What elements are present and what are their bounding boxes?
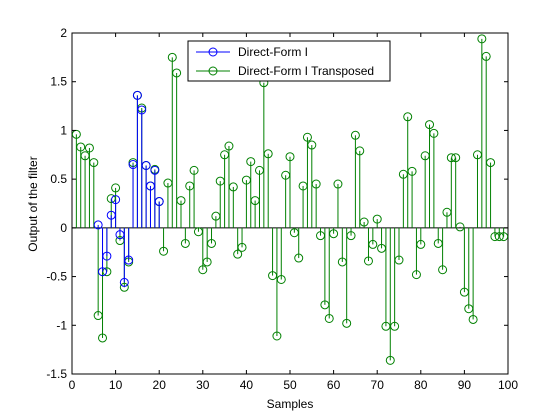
stem-marker xyxy=(119,282,129,292)
y-tick-label: 1.5 xyxy=(50,75,67,89)
stem-marker xyxy=(307,140,317,150)
stem-marker xyxy=(246,157,256,167)
stem-marker xyxy=(407,166,417,176)
stem-marker xyxy=(372,214,382,224)
stem-marker xyxy=(132,90,142,100)
y-tick-label: 1 xyxy=(60,123,67,137)
stem-marker xyxy=(207,238,217,248)
stem-marker xyxy=(76,142,86,152)
stem-marker xyxy=(141,161,151,171)
stem-marker xyxy=(350,130,360,140)
stem-marker xyxy=(394,255,404,265)
stem-marker xyxy=(202,257,212,267)
stem-marker xyxy=(102,251,112,261)
stem-marker xyxy=(285,152,295,162)
stem-marker xyxy=(272,331,282,341)
stem-marker xyxy=(355,146,365,156)
y-tick-label: 2 xyxy=(60,26,67,40)
stem-marker xyxy=(438,265,448,275)
stem-marker xyxy=(324,313,334,323)
stem-marker xyxy=(276,274,286,284)
stem-marker xyxy=(363,256,373,266)
stem-marker xyxy=(176,196,186,206)
x-tick-label: 70 xyxy=(371,378,385,392)
x-tick-label: 80 xyxy=(414,378,428,392)
stem-marker xyxy=(111,183,121,193)
stem-marker xyxy=(89,158,99,168)
stem-marker xyxy=(481,51,491,61)
stem-marker xyxy=(455,222,465,232)
stem-marker xyxy=(237,242,247,252)
axis-ticks: 0 10 20 30 40 50 60 70 80 90 100 -1.5 -1 -0.5 0 0.5 1 1.5… xyxy=(46,26,518,392)
stem-marker xyxy=(119,277,129,287)
y-tick-label: 0 xyxy=(60,221,67,235)
y-tick-label: -0.5 xyxy=(46,270,67,284)
stem-marker xyxy=(333,179,343,189)
x-tick-label: 50 xyxy=(283,378,297,392)
stem-marker xyxy=(385,355,395,365)
legend-entry-label: Direct-Form I Transposed xyxy=(238,64,374,78)
stem-marker xyxy=(263,149,273,159)
x-tick-label: 20 xyxy=(153,378,167,392)
stem-marker xyxy=(499,232,509,242)
x-tick-label: 60 xyxy=(327,378,341,392)
stem-marker xyxy=(311,179,321,189)
stem-marker xyxy=(98,333,108,343)
legend-entry-label: Direct-Form I xyxy=(238,45,308,59)
x-axis-label: Samples xyxy=(267,397,314,411)
stem-marker xyxy=(228,182,238,192)
x-tick-label: 0 xyxy=(69,378,76,392)
stem-marker xyxy=(342,318,352,328)
stem-marker xyxy=(71,129,81,139)
stem-marker xyxy=(411,270,421,280)
stem-marker xyxy=(111,195,121,205)
legend: Direct-Form I Direct-Form I Transposed xyxy=(187,40,391,82)
y-tick-label: -1.5 xyxy=(46,367,67,381)
stem-marker xyxy=(137,105,147,115)
stem-marker xyxy=(154,197,164,207)
stem-marker xyxy=(172,68,182,78)
stem-marker xyxy=(329,229,339,239)
x-tick-label: 40 xyxy=(240,378,254,392)
stem-marker xyxy=(150,165,160,175)
stem-marker xyxy=(403,112,413,122)
data-stems xyxy=(71,34,509,365)
stem-marker xyxy=(468,314,478,324)
stem-marker xyxy=(486,158,496,168)
stem-marker xyxy=(84,143,94,153)
stem-marker xyxy=(167,52,177,62)
y-tick-label: 0.5 xyxy=(50,172,67,186)
y-axis-label: Output of the filter xyxy=(26,156,40,251)
legend-box xyxy=(187,40,391,82)
stem-marker xyxy=(416,239,426,249)
stem-marker xyxy=(159,246,169,256)
x-tick-label: 90 xyxy=(458,378,472,392)
stem-marker xyxy=(425,120,435,130)
stem-marker xyxy=(294,253,304,263)
stem-marker xyxy=(233,249,243,259)
stem-marker xyxy=(98,267,108,277)
legend-marker-sample xyxy=(208,47,218,57)
stem-marker xyxy=(198,265,208,275)
stem-marker xyxy=(93,220,103,230)
stem-marker xyxy=(390,321,400,331)
x-tick-label: 30 xyxy=(196,378,210,392)
legend-marker-sample xyxy=(208,66,218,76)
x-tick-label: 10 xyxy=(109,378,123,392)
stem-marker xyxy=(302,132,312,142)
stem-marker xyxy=(224,141,234,151)
y-tick-label: -1 xyxy=(56,318,67,332)
stem-marker xyxy=(180,238,190,248)
stem-marker xyxy=(346,231,356,241)
stem-marker xyxy=(359,217,369,227)
stem-marker xyxy=(477,34,487,44)
stem-marker xyxy=(429,128,439,138)
stem-marker xyxy=(368,239,378,249)
stem-marker xyxy=(124,255,134,265)
x-tick-label: 100 xyxy=(498,378,518,392)
stem-marker xyxy=(451,153,461,163)
stem-marker xyxy=(189,165,199,175)
